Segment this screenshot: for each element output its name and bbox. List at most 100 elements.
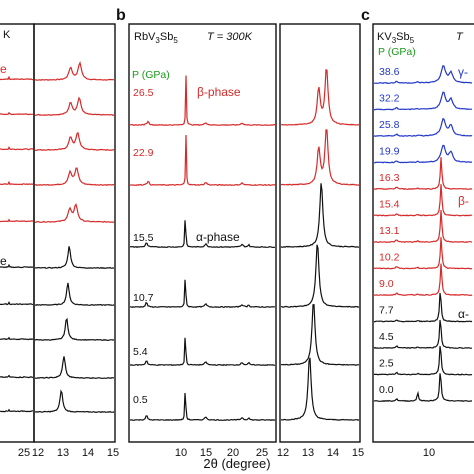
panel-b-right-frame: [279, 23, 361, 443]
panel-c-letter: c: [361, 7, 370, 24]
panel-b-tick-right-2: 14: [327, 447, 339, 459]
panel-c-phase-gamma: γ-: [458, 65, 468, 79]
panel-a-trace-right-0: [35, 60, 115, 81]
panel-c-pressure-header: P (GPa): [378, 46, 416, 58]
panel-frames: [0, 23, 474, 443]
panel-c-trace-5: [373, 184, 473, 217]
panel-a-phase-alpha: e: [0, 254, 7, 268]
panel-b-phase-beta: β-phase: [197, 85, 241, 99]
panel-c-trace-1: [373, 91, 473, 111]
panel-a-trace-left-6: [0, 301, 34, 306]
panel-b-tick-left-2: 20: [227, 447, 239, 459]
panel-b-tick-left-1: 15: [200, 447, 212, 459]
panel-a-trace-left-8: [0, 374, 34, 379]
panel-c-trace-2: [373, 117, 473, 137]
panel-c-pressure-8: 9.0: [379, 278, 394, 290]
panel-b-left-frame: [128, 23, 277, 443]
panel-c-trace-6: [373, 209, 473, 244]
panel-a-trace-right-4: [34, 203, 115, 223]
panel-b-pressure-4: 5.4: [133, 346, 148, 358]
panel-b-tick-right-1: 13: [302, 447, 314, 459]
panel-a-trace-right-7: [34, 317, 115, 342]
panel-a-trace-left-1: [0, 111, 34, 116]
panel-a-trace-right-1: [35, 96, 115, 116]
panel-b-trace-right-0: [280, 68, 360, 126]
panel-c-trace-3: [374, 144, 473, 164]
panel-a-tick-right-2: 14: [82, 447, 94, 459]
panel-a-trace-left-5: [0, 263, 34, 269]
panel-b-tick-right-0: 12: [277, 447, 289, 459]
panel-a-trace-left-9: [0, 408, 34, 413]
panel-a-trace-right-9: [34, 389, 115, 413]
panel-a-trace-left-4: [0, 218, 34, 223]
panel-b-pressure-5: 0.5: [133, 394, 148, 406]
panel-c-pressure-7: 10.2: [379, 252, 400, 264]
panel-a-tick-right-0: 12: [32, 447, 44, 459]
panel-a-phase-beta: e: [0, 62, 7, 76]
panel-c-frame: [372, 23, 474, 443]
panel-a-trace-left-0: [0, 75, 34, 81]
panel-b-compound: RbV3Sb5: [134, 31, 178, 45]
panel-c-trace-8: [374, 263, 473, 297]
panel-a-trace-right-6: [34, 282, 115, 306]
panel-a-tick-left-0: 25: [18, 447, 30, 459]
panel-b-trace-right-5: [280, 357, 360, 421]
panel-c-pressure-3: 19.9: [379, 146, 400, 158]
x-axis-title: 2θ (degree): [203, 456, 270, 471]
panel-b-trace-left-2: [129, 220, 275, 249]
panel-b-temperature: T = 300K: [207, 31, 253, 43]
panel-c-pressure-4: 16.3: [379, 172, 400, 184]
panel-b-trace-left-0: [129, 75, 275, 126]
panel-b-pressure-header: P (GPa): [132, 69, 170, 81]
panel-a-right-frame: [33, 23, 116, 443]
panel-c-pressure-2: 25.8: [379, 119, 400, 131]
panel-b-letter: b: [116, 7, 126, 24]
panel-b-pressure-2: 15.5: [133, 232, 154, 244]
panel-b-tick-right-3: 15: [352, 447, 364, 459]
panel-c-temperature: T: [456, 31, 464, 43]
panel-c-pressure-10: 4.5: [379, 331, 394, 343]
panel-a-trace-left-7: [0, 336, 34, 341]
panel-b-tick-left-0: 10: [175, 447, 187, 459]
panel-a-trace-right-8: [34, 356, 115, 379]
panel-c-pressure-12: 0.0: [379, 384, 394, 396]
panel-c-tick-left-0: 10: [423, 447, 435, 459]
panel-a-tick-right-1: 13: [57, 447, 69, 459]
panel-c-trace-7: [373, 237, 473, 270]
panel-a-trace-left-2: [0, 146, 34, 151]
panel-b-tick-left-3: 25: [256, 447, 268, 459]
panel-c-phase-beta: β-: [458, 194, 469, 208]
panel-b-trace-left-3: [129, 279, 275, 309]
panel-a-tick-right-3: 15: [107, 447, 119, 459]
panel-c-trace-9: [373, 292, 473, 323]
panel-a-trace-right-2: [34, 131, 115, 151]
panel-c-pressure-0: 38.6: [379, 66, 400, 78]
panel-c-pressure-11: 2.5: [379, 358, 394, 370]
panel-c-pressure-5: 15.4: [379, 199, 400, 211]
panel-c-pressure-9: 7.7: [379, 305, 394, 317]
panel-c-trace-11: [374, 346, 473, 376]
panel-b-trace-left-5: [129, 392, 276, 421]
panel-b-phase-alpha: α-phase: [196, 230, 240, 244]
diffraction-traces: [0, 60, 473, 421]
panel-b-trace-left-4: [130, 337, 275, 367]
panel-c-trace-10: [373, 319, 472, 349]
panel-b-trace-right-4: [280, 304, 360, 366]
panel-c-trace-4: [373, 157, 473, 191]
panel-c-compound: KV3Sb5: [377, 31, 415, 45]
panel-a-trace-right-5: [34, 246, 114, 270]
panel-a-left-frame: [0, 23, 35, 443]
panel-b-trace-left-1: [129, 134, 276, 187]
panel-b-trace-right-1: [280, 129, 360, 186]
panel-c-phase-alpha: α-: [458, 307, 469, 321]
panel-b-trace-right-3: [281, 244, 360, 308]
panel-a-trace-left-3: [0, 180, 34, 186]
panel-b-pressure-0: 26.5: [133, 87, 154, 99]
panel-c-pressure-6: 13.1: [379, 225, 400, 237]
axis-ticks: 25 12 13 14 15 10 15 20 25 12 13 14 15 10: [18, 447, 435, 459]
panel-a-trace-right-3: [34, 167, 115, 186]
panel-c-trace-12: [373, 373, 473, 403]
panel-c-trace-0: [374, 65, 473, 84]
panel-c-pressure-1: 32.2: [379, 93, 400, 105]
